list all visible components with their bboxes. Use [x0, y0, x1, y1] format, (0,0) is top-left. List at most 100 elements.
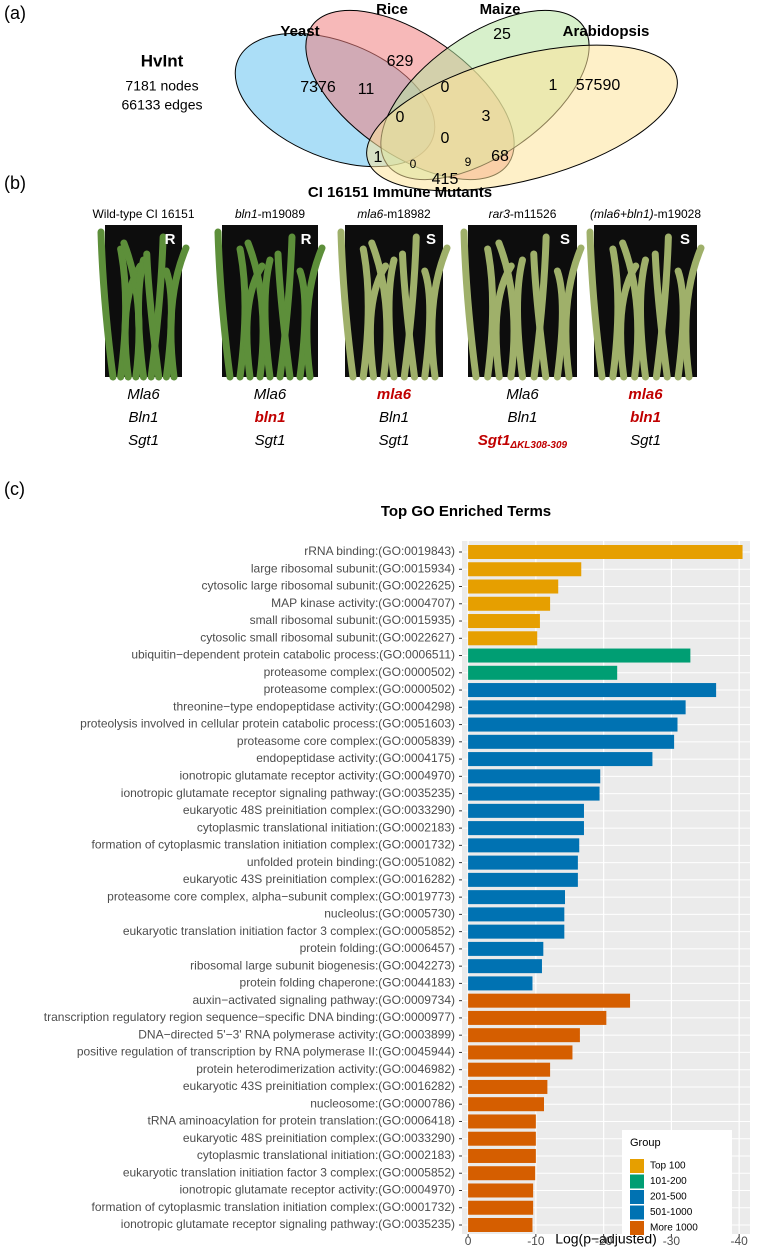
y-tick-label: eukaryotic translation initiation factor… — [123, 1165, 455, 1179]
leaf — [143, 250, 163, 381]
line-name: (mla6+bln1)-m19028 — [590, 207, 701, 221]
name-part: -m19028 — [654, 207, 702, 221]
gene-subscript: ΔKL308-309 — [509, 440, 567, 451]
y-tick-label: proteasome complex:(GO:0000502) — [264, 682, 455, 696]
bar — [468, 993, 631, 1008]
genotype: Sgt1ΔKL308-309 — [478, 432, 568, 451]
leaf — [495, 239, 518, 381]
genotype: Sgt1 — [379, 432, 410, 449]
bar — [468, 1114, 536, 1129]
y-tick-label: ionotropic glutamate receptor signaling … — [121, 1217, 455, 1231]
phenotype: S — [426, 231, 436, 248]
leaf — [337, 228, 357, 381]
leaf — [562, 244, 585, 381]
leaf — [274, 250, 294, 381]
y-tick-label: nucleosome:(GO:0000786) — [310, 1096, 455, 1110]
venn-count: 57590 — [576, 77, 621, 94]
genotype: mla6 — [377, 386, 412, 403]
bar — [468, 700, 686, 715]
y-tick-label: tRNA aminoacylation for protein translat… — [148, 1114, 456, 1128]
genotype: Mla6 — [254, 386, 287, 403]
y-tick-label: small ribosomal subunit:(GO:0015935) — [250, 613, 455, 627]
leaf — [553, 267, 566, 381]
line-name: Wild-type CI 16151 — [92, 207, 194, 221]
bar — [468, 941, 544, 956]
gene: Sgt1 — [379, 432, 410, 449]
legend-swatch — [630, 1174, 644, 1189]
y-tick-label: transcription regulatory region sequence… — [44, 1010, 455, 1024]
bar — [468, 665, 618, 680]
bar — [468, 717, 678, 732]
y-tick-label: cytoplasmic translational initiation:(GO… — [197, 820, 455, 834]
network-stat: 7181 nodes — [125, 78, 198, 94]
y-tick-label: unfolded protein binding:(GO:0051082) — [247, 855, 455, 869]
legend-swatch — [630, 1221, 644, 1235]
bar — [468, 890, 566, 905]
leaf — [167, 244, 190, 381]
bar — [468, 596, 551, 611]
bar — [468, 1166, 536, 1181]
gene: bln1 — [255, 409, 286, 426]
y-tick-label: proteasome core complex:(GO:0005839) — [237, 734, 455, 748]
set-label: Rice — [376, 1, 408, 18]
legend-label: 201-500 — [650, 1192, 687, 1203]
leaf — [609, 245, 622, 381]
bar — [468, 1131, 536, 1146]
line-name: bln1-m19089 — [235, 207, 305, 221]
bar — [468, 976, 533, 991]
leaf — [619, 239, 642, 381]
venn-count: 0 — [396, 109, 405, 126]
y-tick-label: cytosolic large ribosomal subunit:(GO:00… — [202, 579, 455, 593]
venn-set — [366, 44, 678, 192]
y-tick-label: protein folding chaperone:(GO:0044183) — [240, 976, 455, 990]
leaf — [400, 233, 420, 381]
y-tick-label: large ribosomal subunit:(GO:0015934) — [251, 561, 455, 575]
bar — [468, 959, 542, 974]
leaf — [652, 233, 672, 381]
bar — [468, 786, 600, 801]
legend-title: Group — [630, 1137, 661, 1149]
bar — [468, 614, 540, 629]
genotype: Bln1 — [379, 409, 409, 426]
gene: Sgt1 — [255, 432, 286, 449]
name-part: (mla6+bln1) — [590, 207, 654, 221]
y-tick-label: eukaryotic 43S preinitiation complex:(GO… — [183, 872, 455, 886]
y-tick-label: formation of cytoplasmic translation ini… — [91, 1200, 455, 1214]
y-tick-label: cytosolic small ribosomal subunit:(GO:00… — [200, 630, 455, 644]
bar — [468, 734, 675, 749]
gene: mla6 — [628, 386, 663, 403]
bar — [468, 1183, 534, 1198]
legend-swatch — [630, 1190, 644, 1204]
y-tick-label: rRNA binding:(GO:0019843) — [304, 544, 455, 558]
leaf — [261, 256, 274, 381]
genotype: Sgt1 — [630, 432, 661, 449]
gene: bln1 — [630, 409, 661, 426]
y-tick-label: positive regulation of transcription by … — [77, 1045, 455, 1059]
bar — [468, 545, 743, 559]
x-tick-label: -20 — [595, 1234, 613, 1248]
x-tick-label: -10 — [527, 1234, 545, 1248]
leaf — [303, 244, 326, 381]
y-tick-label: eukaryotic translation initiation factor… — [123, 924, 455, 938]
venn — [234, 9, 678, 192]
leaf — [484, 245, 497, 381]
bar — [468, 924, 565, 939]
y-tick-label: protein heterodimerization activity:(GO:… — [196, 1062, 455, 1076]
bar — [468, 683, 717, 698]
leaf — [385, 256, 398, 381]
name-part: Wild-type CI 16151 — [92, 207, 194, 221]
y-tick-label: cytoplasmic translational initiation:(GO… — [197, 1148, 455, 1162]
y-tick-label: proteolysis involved in cellular protein… — [80, 717, 455, 731]
set-label: Arabidopsis — [563, 23, 650, 40]
venn-count: 1 — [374, 149, 383, 166]
gene: Mla6 — [127, 386, 160, 403]
y-tick-label: formation of cytoplasmic translation ini… — [91, 838, 455, 852]
venn-count: 1 — [549, 77, 558, 94]
venn-count: 68 — [491, 148, 509, 165]
venn-count: 0 — [410, 157, 417, 171]
venn-count: 3 — [482, 108, 491, 125]
genotype: Sgt1 — [128, 432, 159, 449]
bar — [468, 855, 578, 870]
network-title: HvInt — [141, 51, 184, 70]
